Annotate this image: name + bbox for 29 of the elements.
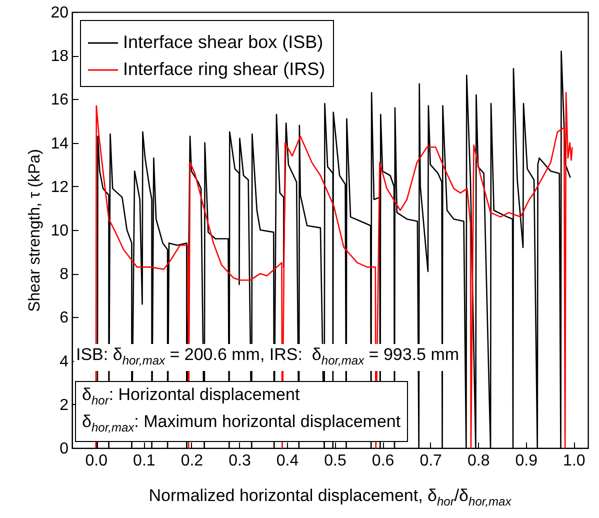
legend-label: Interface ring shear (IRS) bbox=[123, 59, 326, 79]
y-tick-label: 0 bbox=[60, 440, 69, 458]
x-axis-title: Normalized horizontal displacement, δ$_{hor}$/δ$_{hor,max}$ bbox=[148, 485, 512, 510]
x-tick-label: 0.7 bbox=[420, 452, 442, 470]
x-tick-label: 0.3 bbox=[228, 452, 251, 470]
x-tick-label: 0.5 bbox=[324, 452, 346, 470]
x-tick-label: 0.1 bbox=[133, 452, 156, 470]
x-tick-label: 0.0 bbox=[85, 452, 108, 470]
y-axis-title: Shear strength, τ (kPa) bbox=[26, 149, 44, 312]
y-tick-label: 6 bbox=[60, 310, 69, 327]
x-tick-label: 0.6 bbox=[372, 452, 394, 470]
annotation: ISB: δ$_{hor,max}$ = 200.6 mm, IRS: δ$_{hor,max}$ = 993.5 mm bbox=[74, 344, 462, 372]
annotation: δ$_{hor}$: Horizontal displacement bbox=[82, 384, 301, 410]
y-tick-label: 12 bbox=[50, 178, 69, 196]
x-tick-label: 0.2 bbox=[180, 452, 204, 470]
y-tick-label: 8 bbox=[60, 266, 69, 284]
y-tick-label: 4 bbox=[60, 353, 69, 370]
y-tick-label: 16 bbox=[50, 92, 69, 109]
y-tick-label: 18 bbox=[50, 48, 69, 66]
y-tick-label: 2 bbox=[60, 396, 69, 414]
x-tick-label: 0.4 bbox=[276, 452, 299, 470]
annotation: δ$_{hor,max}$: Maximum horizontal displacement bbox=[82, 411, 401, 437]
y-tick-label: 20 bbox=[50, 4, 69, 22]
y-tick-label: 10 bbox=[50, 222, 69, 240]
y-tick-label: 14 bbox=[50, 135, 69, 152]
x-tick-label: 1.0 bbox=[563, 452, 586, 470]
x-tick-label: 0.9 bbox=[515, 452, 538, 470]
x-tick-label: 0.8 bbox=[467, 452, 490, 470]
legend-label: Interface shear box (ISB) bbox=[123, 32, 324, 52]
